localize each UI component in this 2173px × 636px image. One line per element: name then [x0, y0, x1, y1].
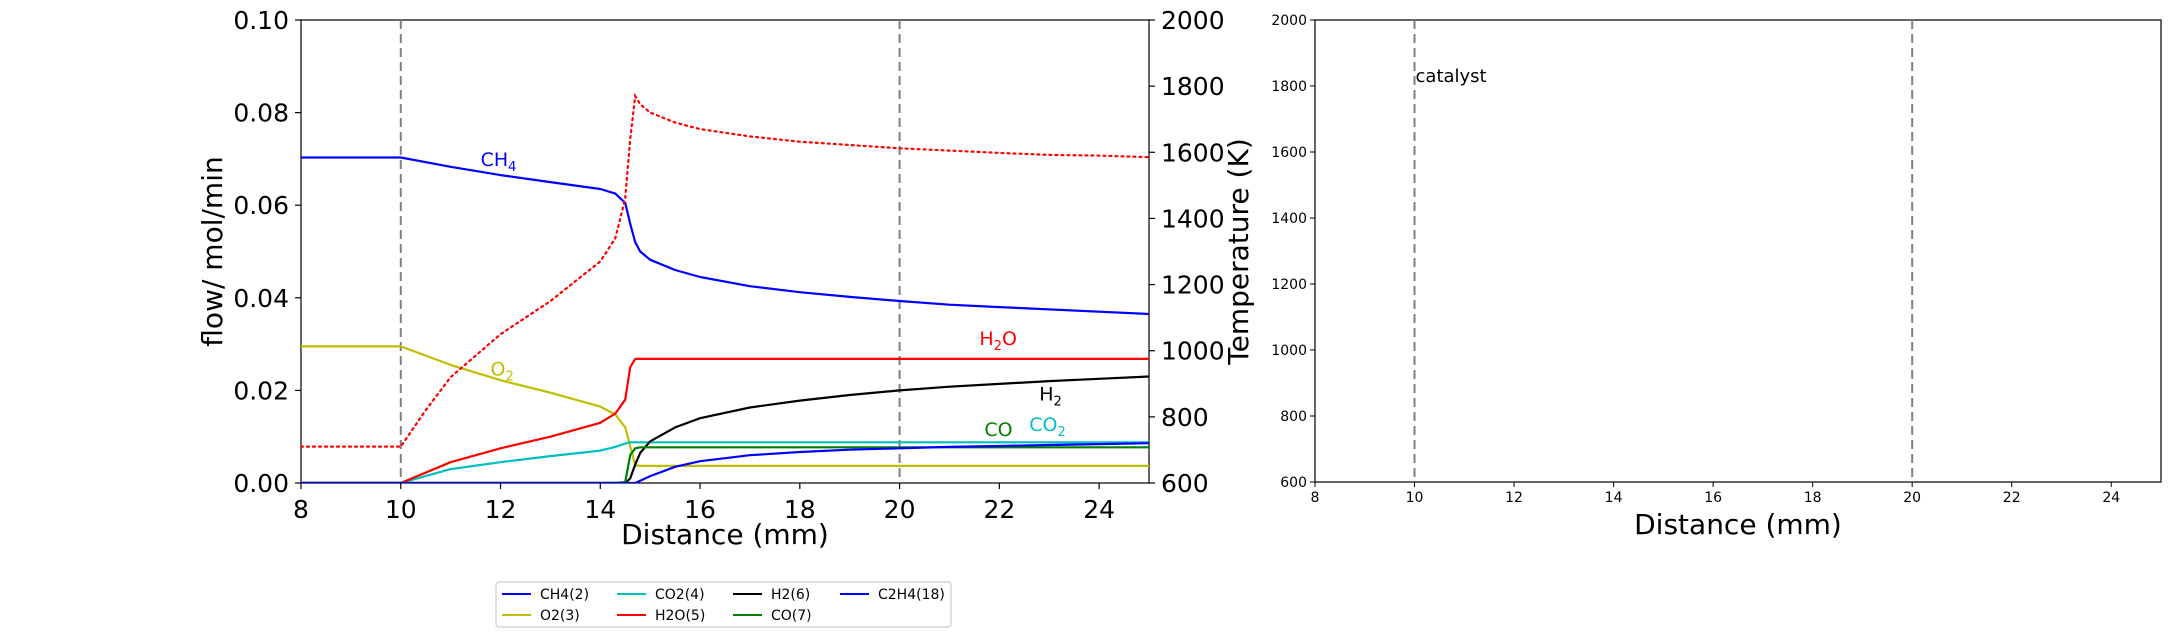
series-line-co2-4	[301, 441, 1149, 483]
y2-axis-title: Temperature (K)	[1222, 138, 1255, 365]
catalyst-annotation: catalyst	[1416, 66, 1487, 87]
annotation-subscript: 2	[506, 370, 514, 385]
right-y-tick-label-1200: 1200	[1271, 277, 1307, 293]
right-x-tick-label-16: 16	[1704, 490, 1722, 506]
y2-tick-label-1000: 1000	[1161, 337, 1225, 366]
y2-tick-label-600: 600	[1161, 469, 1209, 498]
x-tick-label-8: 8	[293, 495, 309, 524]
right-x-tick-label-18: 18	[1804, 490, 1822, 506]
x-tick-label-16: 16	[684, 495, 716, 524]
right-x-axis-title: Distance (mm)	[1634, 508, 1842, 541]
y-tick-label-0.10: 0.10	[233, 6, 289, 35]
x-tick-label-10: 10	[385, 495, 417, 524]
annotation-text-suffix: O	[1002, 328, 1017, 350]
plot-frame-right	[1314, 19, 2162, 483]
annotation-text: CO	[984, 419, 1012, 441]
plot-frame	[300, 19, 1150, 484]
right-y-tick-label-1000: 1000	[1271, 343, 1307, 359]
annotation-subscript: 2	[994, 339, 1002, 354]
annotation-subscript: 4	[508, 160, 516, 175]
annotation-text: CH	[481, 149, 509, 171]
y-tick-label-0.02: 0.02	[233, 376, 289, 405]
series-line-ch4-2	[301, 156, 1149, 316]
legend-label-ch4-2: CH4(2)	[540, 587, 589, 603]
annotation-text: CO	[1029, 414, 1057, 436]
annotation-text: H	[979, 328, 993, 350]
series-line-h2o-5	[301, 357, 1149, 483]
y-tick-label-0.06: 0.06	[233, 191, 289, 220]
annotation-subscript: 2	[1058, 425, 1066, 440]
y-tick-label-0.08: 0.08	[233, 99, 289, 128]
y2-tick-label-1600: 1600	[1161, 138, 1225, 167]
legend-box	[495, 581, 952, 628]
right-x-tick-label-22: 22	[2003, 490, 2021, 506]
legend-label-co2-4: CO2(4)	[655, 587, 705, 603]
right-y-tick-label-1600: 1600	[1271, 145, 1307, 161]
x-tick-label-22: 22	[983, 495, 1015, 524]
series-line-c2h4-18	[301, 442, 1149, 483]
y2-tick-label-800: 800	[1161, 403, 1209, 432]
series-line-h2-6	[301, 375, 1149, 483]
x-tick-label-20: 20	[884, 495, 916, 524]
legend-label-h2-6: H2(6)	[771, 587, 810, 603]
annotation-h2: H2	[1039, 384, 1062, 410]
x-tick-label-14: 14	[584, 495, 616, 524]
series-group	[301, 92, 1149, 483]
right-x-tick-label-14: 14	[1605, 490, 1623, 506]
legend-label-h2o-5: H2O(5)	[655, 608, 705, 624]
annotation-co2: CO2	[1029, 414, 1066, 440]
right-x-tick-label-8: 8	[1311, 490, 1320, 506]
y2-tick-label-1400: 1400	[1161, 204, 1225, 233]
right-x-tick-label-20: 20	[1903, 490, 1921, 506]
temperature-line	[301, 92, 1149, 448]
right-x-tick-label-12: 12	[1505, 490, 1523, 506]
legend-label-o2-3: O2(3)	[540, 608, 580, 624]
annotation-co: CO	[984, 419, 1012, 441]
left-chart-panel: 8 10 12 14 16 18 20 22 240.000.020.040.060.080.1…	[196, 6, 1255, 551]
x-axis-title: Distance (mm)	[621, 518, 829, 551]
legend: CH4(2) O2(3) CO2(4) H2O(5) H2(6) CO(7) C2H4(18…	[495, 581, 952, 628]
legend-label-co-7: CO(7)	[771, 608, 812, 624]
y2-tick-label-1800: 1800	[1161, 72, 1225, 101]
right-y-tick-label-1800: 1800	[1271, 79, 1307, 95]
annotation-o2: O2	[491, 359, 514, 385]
x-tick-label-24: 24	[1083, 495, 1115, 524]
y-tick-label-0.04: 0.04	[233, 284, 289, 313]
annotation-text: O	[491, 359, 506, 381]
right-x-tick-label-24: 24	[2102, 490, 2120, 506]
annotation-h2o: H2O	[979, 328, 1017, 354]
right-y-tick-label-1400: 1400	[1271, 211, 1307, 227]
y2-tick-label-1200: 1200	[1161, 271, 1225, 300]
right-y-tick-label-800: 800	[1280, 409, 1307, 425]
y2-tick-label-2000: 2000	[1161, 6, 1225, 35]
annotation-ch4: CH4	[481, 149, 517, 175]
right-y-tick-label-600: 600	[1280, 475, 1307, 491]
y-tick-label-0.00: 0.00	[233, 469, 289, 498]
right-y-tick-label-2000: 2000	[1271, 13, 1307, 29]
annotation-text: H	[1039, 384, 1053, 406]
right-chart-panel: 8 10 12 14 16 18 20 22 24 600 800 1000 1200 1400 1600 1…	[1271, 13, 2162, 541]
y-axis-title: flow/ mol/min	[196, 156, 229, 346]
right-x-tick-label-10: 10	[1406, 490, 1424, 506]
x-tick-label-12: 12	[485, 495, 517, 524]
x-tick-label-18: 18	[784, 495, 816, 524]
series-line-o2-3	[301, 345, 1149, 467]
legend-label-c2h4-18: C2H4(18)	[878, 587, 945, 603]
annotation-subscript: 2	[1054, 395, 1062, 410]
